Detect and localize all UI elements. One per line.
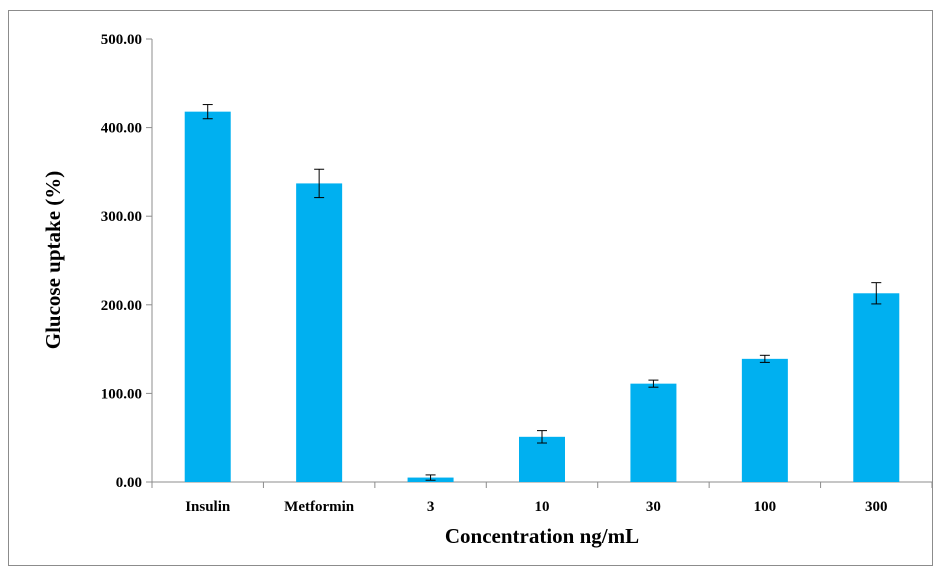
y-tick-label: 100.00 bbox=[101, 386, 142, 402]
x-axis-title: Concentration ng/mL bbox=[445, 524, 639, 548]
bar-insulin bbox=[184, 111, 231, 482]
y-axis: 0.00 100.00 200.00 300.00 400.00 500.00 bbox=[101, 32, 153, 491]
x-tick-label: 3 bbox=[427, 499, 435, 515]
x-tick-label: Insulin bbox=[185, 499, 231, 515]
y-tick-label: 0.00 bbox=[116, 475, 142, 491]
x-tick-label: Metformin bbox=[284, 499, 355, 515]
x-axis: Insulin Metformin 3 10 30 100 300 bbox=[151, 481, 933, 515]
y-axis-title: Glucose uptake (%) bbox=[41, 171, 65, 350]
x-tick-label: 300 bbox=[865, 499, 888, 515]
bar-metformin bbox=[296, 183, 343, 482]
x-tick-label: 10 bbox=[535, 499, 550, 515]
bar-300 bbox=[853, 293, 900, 482]
y-tick-label: 300.00 bbox=[101, 209, 142, 225]
x-tick-label: 30 bbox=[646, 499, 661, 515]
error-bars bbox=[202, 104, 882, 481]
bar-30 bbox=[630, 383, 677, 482]
bar-10 bbox=[519, 436, 565, 482]
y-tick-label: 500.00 bbox=[101, 32, 142, 48]
bar-100 bbox=[741, 358, 788, 482]
y-tick-label: 200.00 bbox=[101, 298, 142, 314]
x-tick-label: 100 bbox=[754, 499, 777, 515]
bars bbox=[184, 111, 900, 482]
y-tick-label: 400.00 bbox=[101, 121, 142, 137]
